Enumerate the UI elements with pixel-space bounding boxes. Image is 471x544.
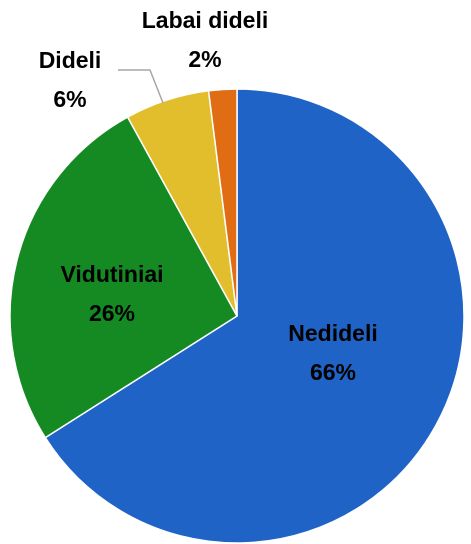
slice-label: Vidutiniai <box>60 261 163 287</box>
slice-value: 66% <box>310 359 356 385</box>
slice-value: 6% <box>53 86 86 112</box>
slice-value: 2% <box>188 46 221 72</box>
slice-value: 26% <box>89 300 135 326</box>
pie-slice <box>207 88 238 317</box>
pie-slice <box>9 116 238 439</box>
slice-label: Dideli <box>39 47 102 73</box>
slice-label: Nedideli <box>288 320 377 346</box>
leader-line <box>118 69 164 104</box>
slice-label: Labai dideli <box>142 7 269 33</box>
pie-slice <box>44 88 465 544</box>
